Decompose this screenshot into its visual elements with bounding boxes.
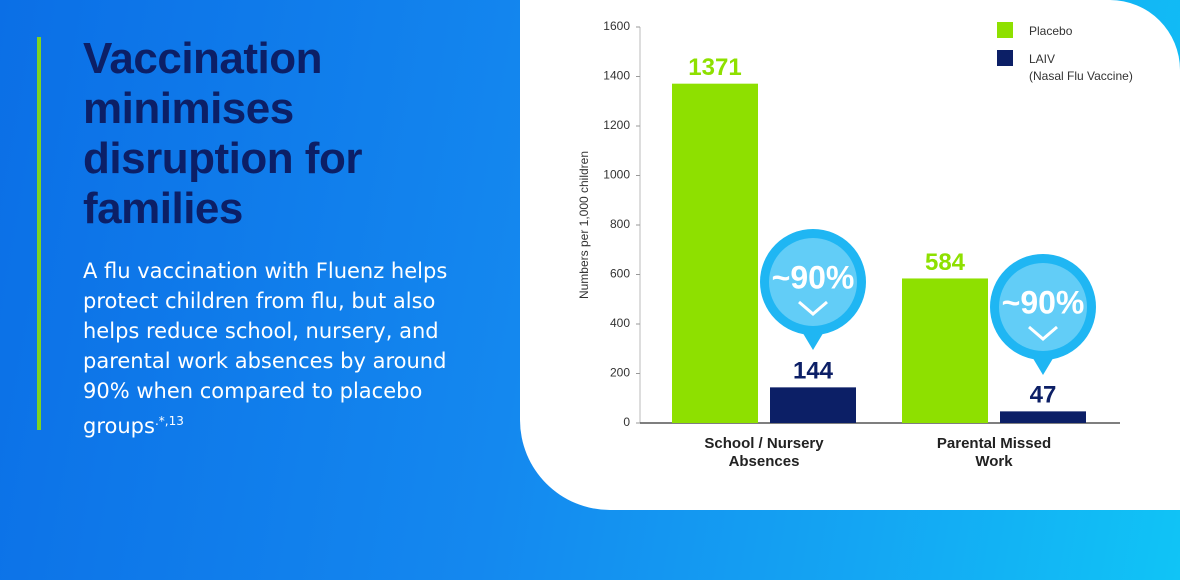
y-tick-label: 800 — [610, 217, 630, 231]
value-label: 584 — [925, 249, 966, 276]
y-tick-label: 1000 — [603, 168, 630, 182]
x-tick-label: Parental Missed Work — [936, 435, 1052, 470]
heading: Vaccination minimises disruption for fam… — [83, 34, 362, 233]
annotation: ~90% — [772, 259, 855, 295]
y-tick-label: 1600 — [603, 19, 630, 33]
bar — [902, 278, 988, 423]
bar — [1000, 411, 1086, 423]
y-tick-label: 1200 — [603, 118, 630, 132]
legend-swatch — [997, 22, 1013, 38]
callout-arrow — [798, 300, 828, 316]
bar — [672, 83, 758, 424]
callout-inner — [999, 263, 1087, 351]
y-tick-label: 0 — [623, 415, 630, 429]
reference: .*,13 — [154, 414, 184, 428]
y-tick-label: 600 — [610, 267, 630, 281]
y-axis-label: Numbers per 1,000 children — [577, 151, 591, 299]
callout-arrow — [1028, 325, 1058, 341]
callout-pointer — [1031, 355, 1055, 375]
value-label: 144 — [793, 358, 834, 385]
annotation: ~90% — [1002, 284, 1085, 320]
x-tick-label: School / Nursery Absences — [704, 435, 824, 470]
value-label: 47 — [1030, 382, 1057, 409]
callout-inner — [769, 238, 857, 326]
y-tick-label: 400 — [610, 316, 630, 330]
accent-bar — [37, 37, 41, 430]
y-tick-label: 200 — [610, 366, 630, 380]
legend-label: LAIV (Nasal Flu Vaccine) — [1029, 52, 1133, 83]
body-text: A flu vaccination with Fluenz helps prot… — [83, 256, 473, 441]
legend-label: Placebo — [1029, 24, 1073, 38]
y-tick-label: 1400 — [603, 69, 630, 83]
callout-pointer — [801, 330, 825, 350]
body-copy: A flu vaccination with Fluenz helps prot… — [83, 259, 448, 438]
legend-swatch — [997, 50, 1013, 66]
value-label: 1371 — [688, 54, 741, 81]
bar — [770, 387, 856, 423]
